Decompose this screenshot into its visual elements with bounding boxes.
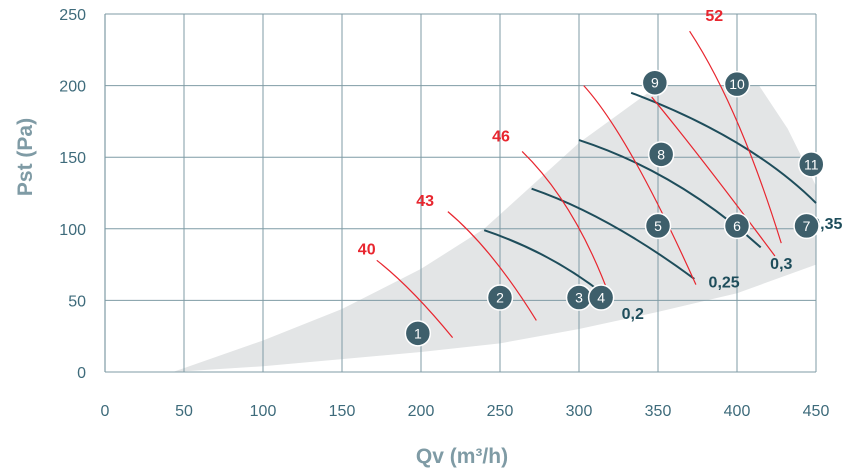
x-tick-label: 300 <box>566 403 593 420</box>
operating-point-marker: 8 <box>647 141 675 168</box>
sound-curve-label: 40 <box>358 242 376 259</box>
marker-label: 9 <box>651 75 659 91</box>
marker-circle <box>723 70 751 98</box>
operating-point-marker: 7 <box>793 212 820 240</box>
marker-label: 8 <box>657 146 665 162</box>
marker-label: 3 <box>575 290 583 306</box>
power-curve-label: 0,2 <box>622 306 644 323</box>
power-curve-label: 0,3 <box>770 256 792 273</box>
operating-point-marker: 2 <box>486 284 514 311</box>
marker-label: 4 <box>597 290 605 306</box>
y-tick-label: 250 <box>59 7 86 24</box>
x-tick-label: 150 <box>329 403 356 420</box>
marker-circle <box>793 212 820 240</box>
x-tick-label: 50 <box>175 403 193 420</box>
marker-circle <box>587 284 615 311</box>
sound-curve <box>689 30 782 244</box>
curves-layer <box>376 30 817 339</box>
y-tick-label: 150 <box>59 150 86 167</box>
y-tick-label: 100 <box>59 222 86 239</box>
marker-circle <box>644 212 672 240</box>
sound-curve-label: 43 <box>416 193 434 210</box>
power-curve-label: 0,25 <box>709 275 740 292</box>
sound-curve <box>521 151 612 300</box>
marker-label: 2 <box>496 290 504 306</box>
marker-circle <box>798 151 825 178</box>
operating-point-marker: 3 <box>565 284 593 311</box>
ticks-layer: 0 50 100 150 200 250 300 350 400 450 0 50 100 150 200 2… <box>59 7 829 420</box>
grid-layer <box>104 13 817 373</box>
marker-label: 6 <box>733 218 741 234</box>
power-curve <box>531 187 695 280</box>
marker-label: 5 <box>654 218 662 234</box>
operating-point-marker: 6 <box>723 212 751 240</box>
sound-curve <box>447 211 537 321</box>
marker-label: 10 <box>729 76 745 92</box>
y-tick-label: 0 <box>77 365 86 382</box>
marker-label: 7 <box>803 218 811 234</box>
operating-point-marker: 10 <box>723 70 751 98</box>
marker-circle <box>486 284 514 311</box>
marker-circle <box>647 141 675 168</box>
sound-curve-label: 52 <box>705 8 723 25</box>
x-tick-label: 0 <box>101 403 110 420</box>
x-tick-label: 400 <box>724 403 751 420</box>
y-axis-title: Pst (Pa) <box>14 118 37 196</box>
operating-point-marker: 1 <box>404 320 432 347</box>
operating-point-marker: 4 <box>587 284 615 311</box>
operating-point-marker: 11 <box>798 151 825 178</box>
sound-curve <box>651 96 776 257</box>
power-curve <box>630 91 817 204</box>
x-tick-label: 200 <box>408 403 435 420</box>
y-tick-label: 200 <box>59 79 86 96</box>
x-tick-label: 100 <box>250 403 277 420</box>
x-axis-title: Qv (m³/h) <box>416 445 508 468</box>
markers-layer: 1 2 3 4 5 6 7 8 9 10 11 <box>404 69 825 347</box>
x-tick-label: 250 <box>487 403 514 420</box>
operating-point-marker: 9 <box>641 69 669 96</box>
sound-curve-label: 46 <box>492 128 510 145</box>
x-tick-label: 350 <box>645 403 672 420</box>
operating-point-marker: 5 <box>644 212 672 240</box>
marker-circle <box>404 320 432 347</box>
power-curve <box>483 229 605 296</box>
sound-curve <box>583 85 697 285</box>
sound-curve <box>376 259 454 339</box>
x-tick-label: 450 <box>803 403 830 420</box>
marker-label: 1 <box>414 325 422 341</box>
marker-circle <box>641 69 669 96</box>
marker-label: 11 <box>804 156 819 172</box>
marker-circle <box>723 212 751 240</box>
y-tick-label: 50 <box>68 293 86 310</box>
